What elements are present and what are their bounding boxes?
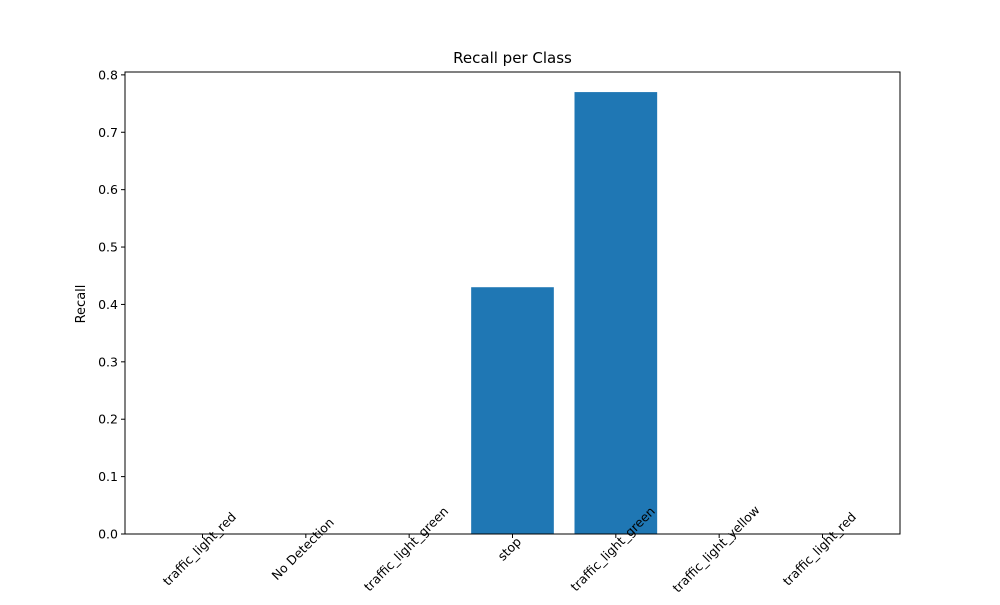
plot-frame (124, 71, 901, 535)
x-tick-label-1: No Detection (268, 515, 336, 583)
y-tick-label-3: 0.3 (98, 354, 118, 369)
y-tick-label-1: 0.1 (98, 469, 118, 484)
x-tick-label-0: traffic_light_red (160, 509, 239, 588)
x-tick-label-5: traffic_light_yellow (669, 502, 762, 595)
bar-3 (471, 287, 554, 534)
y-axis-label: Recall (74, 285, 89, 324)
y-tick-label-7: 0.7 (98, 125, 118, 140)
y-tick-label-2: 0.2 (98, 412, 118, 427)
y-tick-label-8: 0.8 (98, 67, 118, 82)
x-tick-label-2: traffic_light_green (361, 504, 451, 594)
x-tick-label-6: traffic_light_red (780, 509, 859, 588)
x-tick-label-3: stop (494, 534, 524, 564)
y-tick-label-6: 0.6 (98, 182, 118, 197)
y-tick-label-4: 0.4 (98, 297, 118, 312)
chart-title: Recall per Class (453, 49, 572, 67)
y-tick-label-0: 0.0 (98, 527, 118, 542)
y-tick-label-5: 0.5 (98, 240, 118, 255)
bars-layer (471, 92, 658, 534)
bar-4 (574, 92, 658, 534)
